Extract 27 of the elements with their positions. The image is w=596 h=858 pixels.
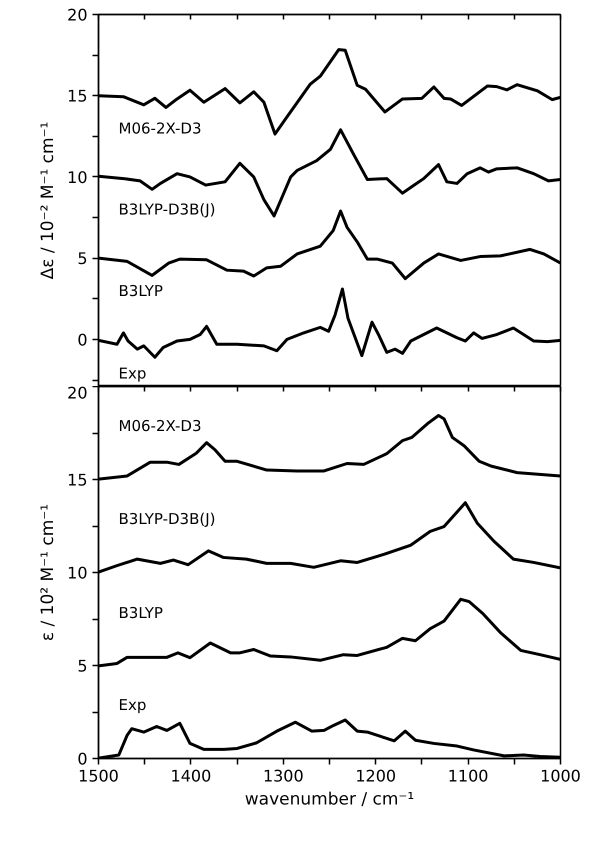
y-tick-label: 10	[67, 168, 88, 187]
x-tick-label: 1100	[448, 766, 488, 786]
y-tick-label: 20	[67, 6, 88, 24]
series-label: Exp	[118, 696, 146, 714]
series-label: M06-2X-D3	[118, 417, 202, 436]
series-label: Exp	[118, 364, 146, 382]
y-tick-label: 15	[67, 470, 88, 490]
y-axis-title: Δε / 10⁻² M⁻¹ cm⁻¹	[38, 122, 58, 280]
y-tick-label: 5	[77, 249, 88, 268]
x-tick-label: 1200	[355, 766, 396, 786]
x-axis-title: wavenumber / cm⁻¹	[244, 790, 414, 810]
x-tick-label: 1500	[78, 766, 119, 786]
x-tick-label: 1300	[262, 766, 304, 786]
text: B3LYP	[118, 604, 163, 622]
y-axis-title: ε / 10² M⁻¹ cm⁻¹	[38, 504, 58, 642]
y-tick-label: 5	[77, 656, 88, 676]
series-label: M06-2X-D3	[118, 120, 202, 138]
y-tick-label: 0	[77, 330, 88, 350]
y-tick-label: 0	[77, 750, 88, 768]
series-label: B3LYP-D3B(J)	[118, 200, 216, 218]
series-label: B3LYP-D3B(J)	[118, 510, 216, 528]
y-tick-label: 20	[67, 384, 88, 402]
x-tick-label: 1000	[540, 766, 581, 786]
x-tick-label: 1400	[170, 766, 212, 786]
series-label: B3LYP	[118, 282, 163, 300]
y-tick-label: 10	[67, 564, 88, 582]
y-tick-label: 15	[67, 86, 88, 106]
